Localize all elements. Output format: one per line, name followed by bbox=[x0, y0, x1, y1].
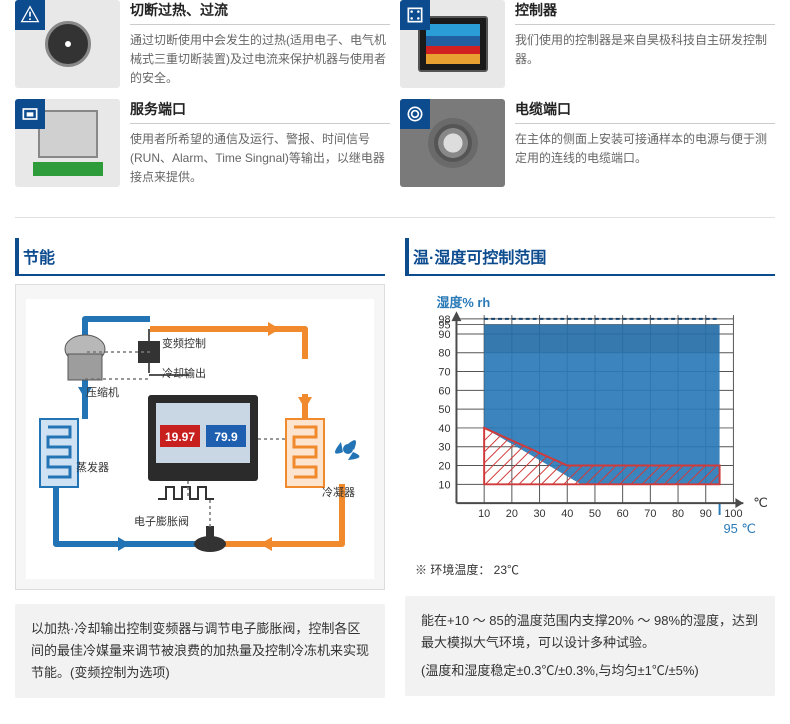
svg-text:90: 90 bbox=[700, 508, 712, 520]
feature-grid: 切断过热、过流 通过切断使用中会发生的过热(适用电子、电气机械式三重切断装置)及… bbox=[0, 0, 790, 207]
feature-service-port: 服务端口 使用者所希望的通信及运行、警报、时间信号(RUN、Alarm、Time… bbox=[15, 99, 390, 188]
port-icon bbox=[15, 99, 45, 129]
col-range: 温·湿度可控制范围 湿度% rh 10 20 30 40 50 60 70 80 90 100 10… bbox=[405, 238, 775, 698]
controller-icon bbox=[400, 0, 430, 30]
feature-cable-port: 电缆端口 在主体的侧面上安装可接通样本的电源与便于测定用的连线的电缆端口。 bbox=[400, 99, 775, 188]
label-evaporator: 蒸发器 bbox=[76, 459, 109, 475]
svg-text:30: 30 bbox=[533, 508, 545, 520]
svg-text:10: 10 bbox=[478, 508, 490, 520]
range-caption: ※ 环境温度： 23℃ bbox=[407, 561, 773, 578]
svg-text:79.9: 79.9 bbox=[214, 430, 238, 444]
section-title: 温·湿度可控制范围 bbox=[405, 238, 550, 274]
svg-text:95 ℃: 95 ℃ bbox=[724, 521, 756, 536]
svg-text:10: 10 bbox=[438, 479, 450, 491]
range-footer: 能在+10 ～ 85的温度范围内支撑20% ～ 98%的湿度，达到最大模拟大气环… bbox=[405, 596, 775, 696]
feature-desc: 使用者所希望的通信及运行、警报、时间信号(RUN、Alarm、Time Sing… bbox=[130, 130, 390, 188]
energy-footer: 以加热·冷却输出控制变频器与调节电子膨胀阀，控制各区间的最佳冷媒量来调节被浪费的… bbox=[15, 604, 385, 698]
svg-text:70: 70 bbox=[438, 367, 450, 379]
svg-text:℃: ℃ bbox=[753, 495, 767, 510]
svg-text:20: 20 bbox=[438, 461, 450, 473]
feature-controller: 控制器 我们使用的控制器是来自昊极科技自主研发控制器。 bbox=[400, 0, 775, 89]
feature-title: 服务端口 bbox=[130, 99, 390, 124]
section-header: 节能 bbox=[15, 238, 385, 276]
range-footer-line1: 能在+10 ～ 85的温度范围内支撑20% ～ 98%的湿度，达到最大模拟大气环… bbox=[421, 610, 759, 654]
range-footer-line2: (温度和湿度稳定±0.3℃/±0.3%,与均匀±1℃/±5%) bbox=[421, 660, 759, 682]
feature-overcurrent: 切断过热、过流 通过切断使用中会发生的过热(适用电子、电气机械式三重切断装置)及… bbox=[15, 0, 390, 89]
section-title: 节能 bbox=[15, 238, 59, 274]
feature-desc: 在主体的侧面上安装可接通样本的电源与便于测定用的连线的电缆端口。 bbox=[515, 130, 775, 168]
svg-text:80: 80 bbox=[438, 348, 450, 360]
label-condenser: 冷凝器 bbox=[322, 484, 355, 500]
svg-text:50: 50 bbox=[438, 404, 450, 416]
svg-text:20: 20 bbox=[506, 508, 518, 520]
label-coolout: 冷却输出 bbox=[162, 365, 206, 381]
svg-text:100: 100 bbox=[724, 508, 742, 520]
svg-text:30: 30 bbox=[438, 442, 450, 454]
feature-title: 电缆端口 bbox=[515, 99, 775, 124]
feature-title: 控制器 bbox=[515, 0, 775, 25]
col-energy: 节能 bbox=[15, 238, 385, 698]
cable-icon bbox=[400, 99, 430, 129]
label-compressor: 压缩机 bbox=[86, 384, 119, 400]
svg-text:60: 60 bbox=[617, 508, 629, 520]
feature-desc: 我们使用的控制器是来自昊极科技自主研发控制器。 bbox=[515, 31, 775, 69]
label-eev: 电子膨胀阀 bbox=[134, 513, 189, 529]
feature-desc: 通过切断使用中会发生的过热(适用电子、电气机械式三重切断装置)及过电流来保护机器… bbox=[130, 31, 390, 89]
svg-text:40: 40 bbox=[438, 423, 450, 435]
svg-text:湿度% rh: 湿度% rh bbox=[437, 295, 491, 310]
section-header: 温·湿度可控制范围 bbox=[405, 238, 775, 276]
svg-text:98: 98 bbox=[438, 314, 450, 326]
divider bbox=[15, 217, 775, 218]
svg-text:40: 40 bbox=[561, 508, 573, 520]
alert-icon bbox=[15, 0, 45, 30]
svg-text:50: 50 bbox=[589, 508, 601, 520]
energy-diagram-box: 19.97 79.9 变频控制 冷却输出 压缩机 蒸发器 冷凝器 电子膨胀阀 bbox=[15, 284, 385, 590]
svg-text:60: 60 bbox=[438, 385, 450, 397]
svg-text:19.97: 19.97 bbox=[165, 430, 195, 444]
svg-text:80: 80 bbox=[672, 508, 684, 520]
label-inverter: 变频控制 bbox=[162, 335, 206, 351]
feature-title: 切断过热、过流 bbox=[130, 0, 390, 25]
svg-text:70: 70 bbox=[644, 508, 656, 520]
range-chart: 湿度% rh 10 20 30 40 50 60 70 80 90 100 10 20 30 40 50 60… bbox=[407, 292, 773, 552]
